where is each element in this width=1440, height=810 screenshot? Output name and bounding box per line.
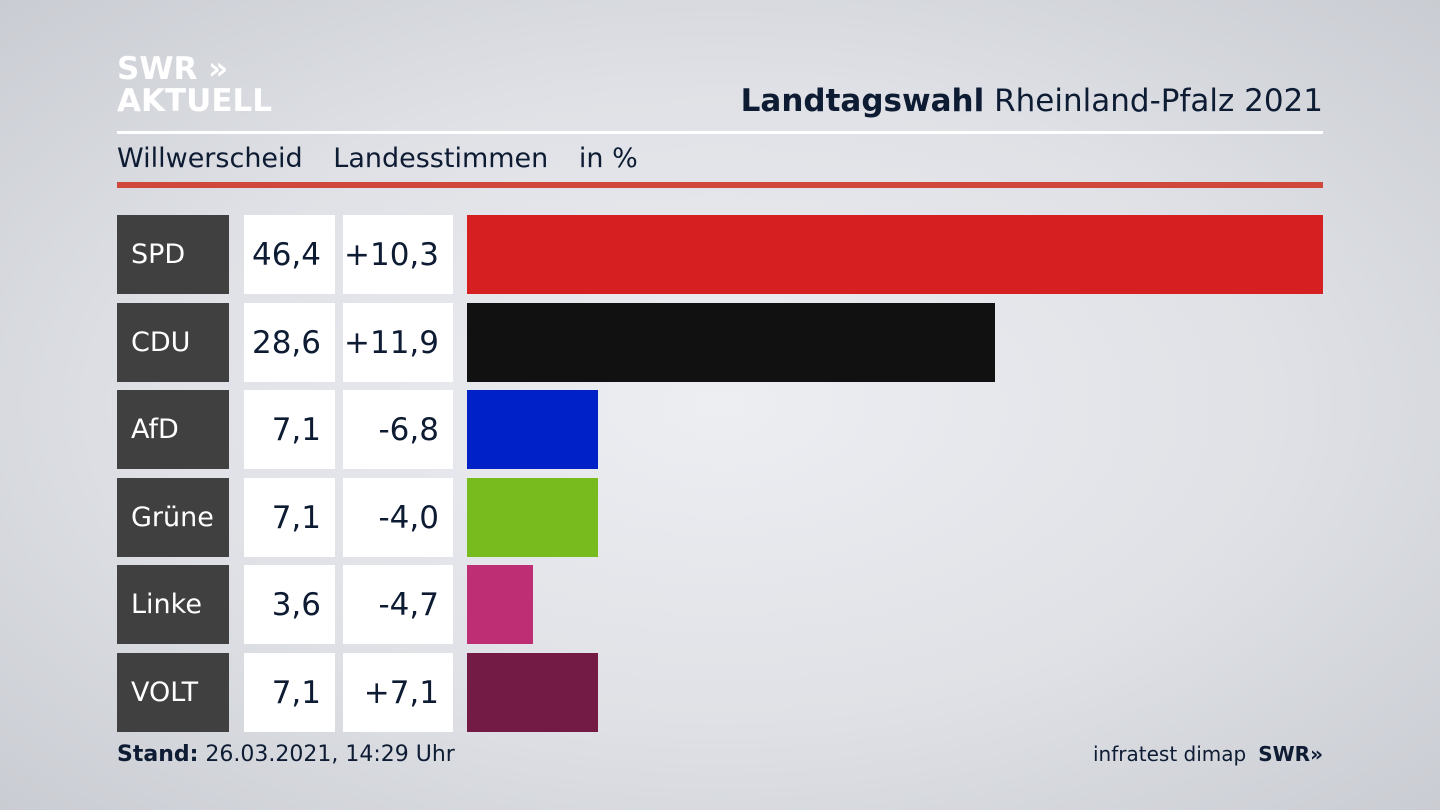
bar-row: VOLT 7,1 +7,1 xyxy=(117,653,1323,732)
stand-label: Stand: xyxy=(117,742,199,767)
party-label: VOLT xyxy=(117,653,229,732)
stand-value: 26.03.2021, 14:29 Uhr xyxy=(205,742,455,767)
swr-brand: SWR» xyxy=(1258,742,1323,766)
value-label: 28,6 xyxy=(244,303,335,382)
diff-label: +11,9 xyxy=(343,303,453,382)
party-label: Linke xyxy=(117,565,229,644)
diff-label: -4,7 xyxy=(343,565,453,644)
value-label: 3,6 xyxy=(244,565,335,644)
swr-aktuell-logo: SWR » AKTUELL xyxy=(117,54,272,117)
bar-spd xyxy=(467,215,1323,294)
title-rest: Rheinland-Pfalz 2021 xyxy=(994,83,1323,119)
source-credit: infratest dimap SWR» xyxy=(1093,742,1323,766)
logo-line-aktuell: AKTUELL xyxy=(117,83,273,119)
subtitle-unit: in % xyxy=(578,143,638,174)
title-divider xyxy=(117,131,1323,134)
value-label: 46,4 xyxy=(244,215,335,294)
diff-label: -6,8 xyxy=(343,390,453,469)
timestamp: Stand: 26.03.2021, 14:29 Uhr xyxy=(117,742,455,767)
title-bold: Landtagswahl xyxy=(740,83,985,119)
bar-volt xyxy=(467,653,598,732)
party-label: Grüne xyxy=(117,478,229,557)
diff-label: +10,3 xyxy=(343,215,453,294)
value-label: 7,1 xyxy=(244,653,335,732)
subtitle-place: Willwerscheid xyxy=(117,143,303,174)
bar-row: CDU 28,6 +11,9 xyxy=(117,303,1323,382)
party-label: CDU xyxy=(117,303,229,382)
source-text: infratest dimap xyxy=(1093,742,1247,766)
bar-row: AfD 7,1 -6,8 xyxy=(117,390,1323,469)
party-label: SPD xyxy=(117,215,229,294)
diff-label: -4,0 xyxy=(343,478,453,557)
bar-row: Linke 3,6 -4,7 xyxy=(117,565,1323,644)
chart-title: Landtagswahl Rheinland-Pfalz 2021 xyxy=(741,86,1323,117)
diff-label: +7,1 xyxy=(343,653,453,732)
accent-divider xyxy=(117,182,1323,188)
value-label: 7,1 xyxy=(244,390,335,469)
bar-afd xyxy=(467,390,598,469)
bar-cdu xyxy=(467,303,995,382)
bar-row: Grüne 7,1 -4,0 xyxy=(117,478,1323,557)
bar-grüne xyxy=(467,478,598,557)
logo-line-swr: SWR » xyxy=(117,51,229,87)
value-label: 7,1 xyxy=(244,478,335,557)
chart-subtitle: Willwerscheid Landesstimmen in % xyxy=(117,145,660,172)
bar-linke xyxy=(467,565,533,644)
subtitle-kind: Landesstimmen xyxy=(333,143,549,174)
party-label: AfD xyxy=(117,390,229,469)
bar-row: SPD 46,4 +10,3 xyxy=(117,215,1323,294)
